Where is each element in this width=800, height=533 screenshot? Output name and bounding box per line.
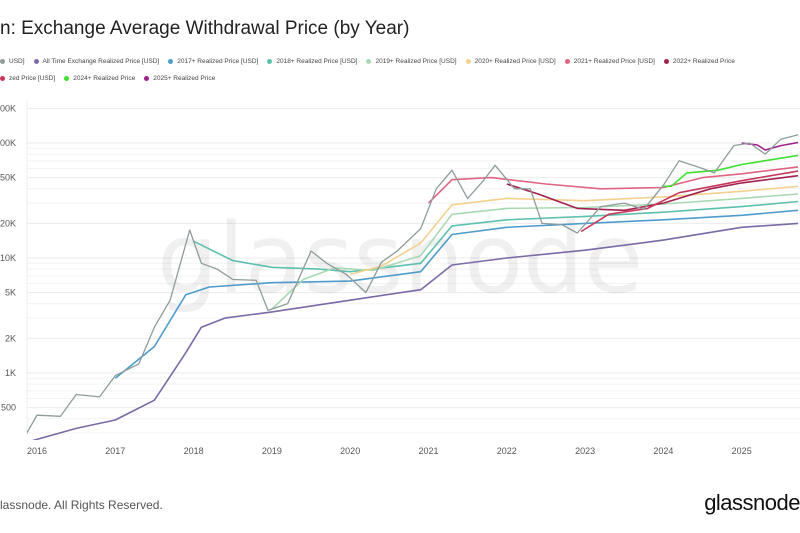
legend-label: 2021+ Realized Price [USD] xyxy=(573,58,655,65)
series-line xyxy=(193,200,799,273)
series-line xyxy=(506,174,799,212)
legend-dot-icon xyxy=(0,75,5,81)
y-tick-label: 1K xyxy=(5,368,16,378)
series-line xyxy=(580,170,799,233)
legend-dot-icon xyxy=(564,58,570,64)
legend-label: 2020+ Realized Price [USD] xyxy=(474,58,556,65)
legend-item[interactable]: 2024+ Realized Price xyxy=(64,75,135,82)
legend-row-2: zed Price [USD] 2024+ Realized Price 2025+… xyxy=(0,75,800,82)
legend-label: zed Price [USD] xyxy=(9,75,56,82)
legend-label: 2022+ Realized Price xyxy=(672,58,735,65)
y-tick-label: 2K xyxy=(5,333,16,343)
y-tick-label: 10K xyxy=(0,253,16,263)
legend-label: 2017+ Realized Price [USD] xyxy=(177,58,259,65)
x-tick-label: 2025 xyxy=(732,446,752,456)
legend-item[interactable]: 2020+ Realized Price [USD] xyxy=(465,58,556,65)
legend-item[interactable]: USD] xyxy=(0,58,25,65)
y-tick-label: 20K xyxy=(0,218,16,228)
x-tick-label: 2016 xyxy=(27,446,47,456)
legend-item[interactable]: 2019+ Realized Price [USD] xyxy=(366,58,457,65)
series-group xyxy=(27,134,799,440)
watermark: glassnode xyxy=(157,203,643,315)
y-tick-label: 100K xyxy=(0,138,16,148)
x-tick-label: 2020 xyxy=(340,446,360,456)
copyright-footer: lassnode. All Rights Reserved. xyxy=(0,498,163,512)
legend-dot-icon xyxy=(663,58,669,64)
legend-item[interactable]: 2017+ Realized Price [USD] xyxy=(168,58,258,65)
series-line xyxy=(349,185,799,276)
chart-title: n: Exchange Average Withdrawal Price (by… xyxy=(0,18,410,39)
legend-dot-icon xyxy=(366,58,372,64)
legend-dot-icon xyxy=(465,58,471,64)
legend-item[interactable]: 2025+ Realized Price xyxy=(144,75,215,82)
x-tick-label: 2019 xyxy=(262,446,282,456)
series-line xyxy=(27,134,799,434)
legend-dot-icon xyxy=(33,58,39,64)
legend-item[interactable]: zed Price [USD] xyxy=(0,75,55,82)
legend-item[interactable]: All Time Exchange Realized Price [USD] xyxy=(33,58,160,65)
series-line xyxy=(663,154,799,188)
x-tick-label: 2024 xyxy=(653,446,673,456)
y-tick-label: 50K xyxy=(0,173,16,183)
y-tick-label: 500 xyxy=(1,403,16,413)
legend-dot-icon xyxy=(64,75,70,81)
legend-item[interactable]: 2018+ Realized Price [USD] xyxy=(267,58,357,65)
x-tick-label: 2022 xyxy=(497,446,517,456)
series-line xyxy=(427,166,799,204)
y-tick-label: 5K xyxy=(5,288,16,298)
x-tick-label: 2021 xyxy=(418,446,438,456)
legend-dot-icon xyxy=(168,58,174,64)
legend-label: 2024+ Realized Price xyxy=(73,75,136,82)
legend-dot-icon xyxy=(144,75,150,81)
glassnode-logo: glassnode xyxy=(704,490,800,515)
legend-label: 2025+ Realized Price xyxy=(153,75,216,82)
x-tick-label: 2017 xyxy=(105,446,125,456)
series-line xyxy=(271,193,799,310)
series-line xyxy=(31,222,799,440)
y-tick-label: 200K xyxy=(0,103,16,113)
legend-label: All Time Exchange Realized Price [USD] xyxy=(42,58,160,65)
legend-item[interactable]: 2022+ Realized Price xyxy=(663,58,735,65)
legend-label: USD] xyxy=(9,58,25,65)
legend-item[interactable]: 2021+ Realized Price [USD] xyxy=(564,58,655,65)
legend-dot-icon xyxy=(0,58,5,64)
legend-dot-icon xyxy=(267,58,273,64)
legend-label: 2018+ Realized Price [USD] xyxy=(276,58,358,65)
legend-row-1: USD] All Time Exchange Realized Price [US… xyxy=(0,58,800,65)
series-line xyxy=(114,209,799,379)
x-tick-label: 2018 xyxy=(184,446,204,456)
legend-label: 2019+ Realized Price [USD] xyxy=(375,58,457,65)
x-tick-label: 2023 xyxy=(575,446,595,456)
